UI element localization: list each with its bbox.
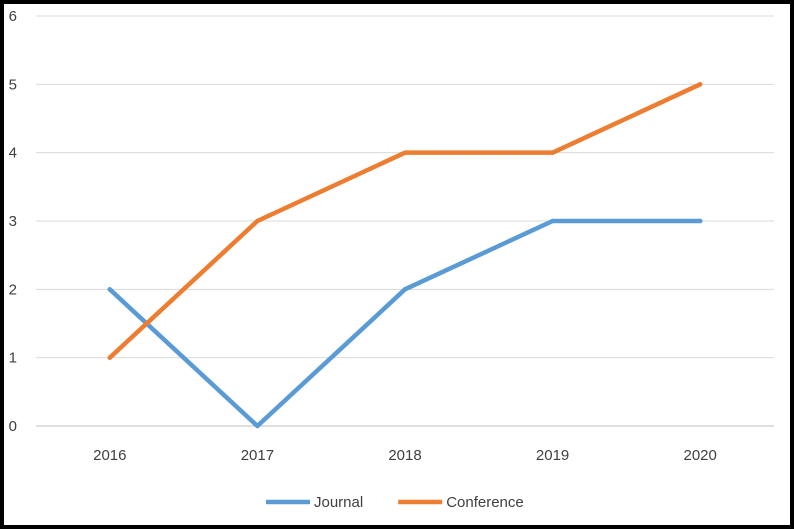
y-tick-label: 2 [9,281,17,298]
y-tick-label: 1 [9,350,17,367]
y-tick-label: 4 [9,145,17,162]
x-tick-label: 2017 [241,447,274,464]
data-point-journal [107,287,113,292]
line-chart: 0 1 2 3 4 5 6 2016 2017 2018 2019 2020 Journal Conf… [9,8,774,511]
y-tick-label: 6 [9,8,17,25]
legend-label-journal: Journal [314,494,363,511]
data-point-conference [698,82,703,87]
data-point-journal [698,218,703,224]
data-point-journal [402,287,408,292]
data-point-journal [255,423,260,429]
x-tick-label: 2019 [536,447,569,464]
data-point-conference [550,150,555,155]
y-tick-label: 5 [9,76,17,93]
legend-label-conference: Conference [446,494,524,511]
x-tick-label: 2016 [93,447,126,464]
x-tick-label: 2018 [388,447,421,464]
data-point-journal [550,218,555,224]
data-point-conference [255,218,260,224]
data-point-conference [107,355,113,360]
data-point-conference [402,150,408,155]
legend: Journal Conference [266,494,524,511]
y-tick-label: 3 [9,213,17,230]
y-axis-ticks: 0 1 2 3 4 5 6 [9,8,17,435]
x-axis-ticks: 2016 2017 2018 2019 2020 [93,447,717,464]
series-lines [107,82,703,429]
y-tick-label: 0 [9,418,17,435]
x-tick-label: 2020 [684,447,717,464]
series-line-journal [107,218,703,429]
